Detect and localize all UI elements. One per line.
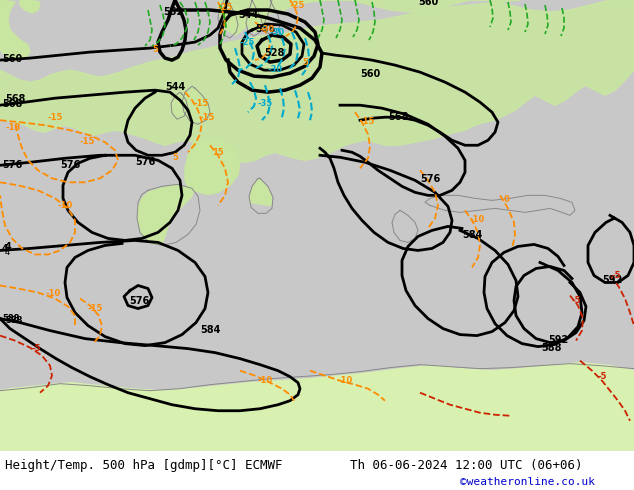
Polygon shape — [472, 145, 528, 160]
Text: -10: -10 — [58, 201, 74, 210]
Text: -30: -30 — [260, 25, 275, 34]
Text: -5: -5 — [32, 343, 41, 353]
Text: 4: 4 — [5, 248, 10, 257]
Text: -18: -18 — [5, 123, 20, 132]
Text: 5: 5 — [302, 58, 308, 67]
Text: -25: -25 — [240, 38, 256, 47]
Text: 592: 592 — [548, 335, 568, 344]
Text: 552: 552 — [296, 0, 316, 2]
Text: 0: 0 — [504, 196, 510, 204]
Text: 576: 576 — [2, 160, 22, 171]
Text: ©weatheronline.co.uk: ©weatheronline.co.uk — [460, 477, 595, 487]
Text: -5: -5 — [572, 295, 581, 305]
Text: -15: -15 — [48, 113, 63, 122]
Text: 576: 576 — [129, 295, 149, 306]
Text: 576: 576 — [420, 174, 440, 184]
Text: 5: 5 — [172, 153, 178, 162]
Text: -10: -10 — [45, 289, 60, 297]
Text: -25: -25 — [290, 1, 306, 10]
Polygon shape — [185, 138, 240, 196]
Text: -25: -25 — [218, 3, 233, 12]
Text: -10: -10 — [338, 376, 353, 385]
Text: 588: 588 — [2, 314, 20, 322]
Text: -15: -15 — [88, 303, 103, 313]
Text: 4: 4 — [5, 243, 12, 252]
Text: Th 06-06-2024 12:00 UTC (06+06): Th 06-06-2024 12:00 UTC (06+06) — [350, 459, 583, 472]
Text: 528: 528 — [264, 48, 285, 58]
Text: -30: -30 — [268, 65, 283, 74]
Polygon shape — [0, 0, 634, 162]
Text: 560: 560 — [2, 54, 22, 64]
Text: 588: 588 — [541, 343, 562, 353]
Text: 560: 560 — [360, 69, 380, 79]
Text: 584: 584 — [200, 324, 221, 335]
Text: -10: -10 — [258, 376, 273, 385]
Text: 584: 584 — [462, 230, 482, 241]
Polygon shape — [0, 363, 634, 451]
Polygon shape — [183, 88, 210, 122]
Polygon shape — [218, 0, 248, 35]
Text: -35: -35 — [258, 99, 273, 108]
Text: -15: -15 — [80, 137, 95, 146]
Text: -10: -10 — [470, 216, 485, 224]
Text: -15: -15 — [200, 113, 216, 122]
Polygon shape — [247, 0, 268, 32]
Polygon shape — [250, 180, 272, 212]
Text: 568: 568 — [388, 112, 408, 122]
Polygon shape — [138, 185, 198, 245]
Text: Height/Temp. 500 hPa [gdmp][°C] ECMWF: Height/Temp. 500 hPa [gdmp][°C] ECMWF — [5, 459, 283, 472]
Text: 536: 536 — [255, 24, 275, 34]
Polygon shape — [172, 95, 188, 117]
Polygon shape — [20, 0, 40, 13]
Text: 552: 552 — [163, 7, 183, 17]
Text: 592: 592 — [602, 274, 622, 285]
Text: 544: 544 — [165, 82, 185, 92]
Text: 5: 5 — [152, 45, 158, 54]
Polygon shape — [0, 0, 30, 60]
Text: 560: 560 — [418, 0, 438, 7]
Text: 4: 4 — [2, 245, 9, 254]
Text: -5: -5 — [612, 271, 621, 280]
Text: -15: -15 — [360, 117, 375, 126]
Text: 588: 588 — [5, 316, 22, 324]
Text: -15: -15 — [193, 99, 209, 108]
Text: -30: -30 — [270, 28, 285, 37]
Polygon shape — [554, 118, 575, 145]
Text: 576: 576 — [60, 160, 81, 171]
Text: 15: 15 — [212, 148, 224, 157]
Text: -5: -5 — [598, 372, 607, 381]
Text: 568: 568 — [2, 99, 22, 109]
Text: 568: 568 — [5, 94, 25, 104]
Text: 544: 544 — [238, 10, 258, 20]
Text: 576: 576 — [135, 157, 155, 167]
Polygon shape — [140, 193, 634, 313]
